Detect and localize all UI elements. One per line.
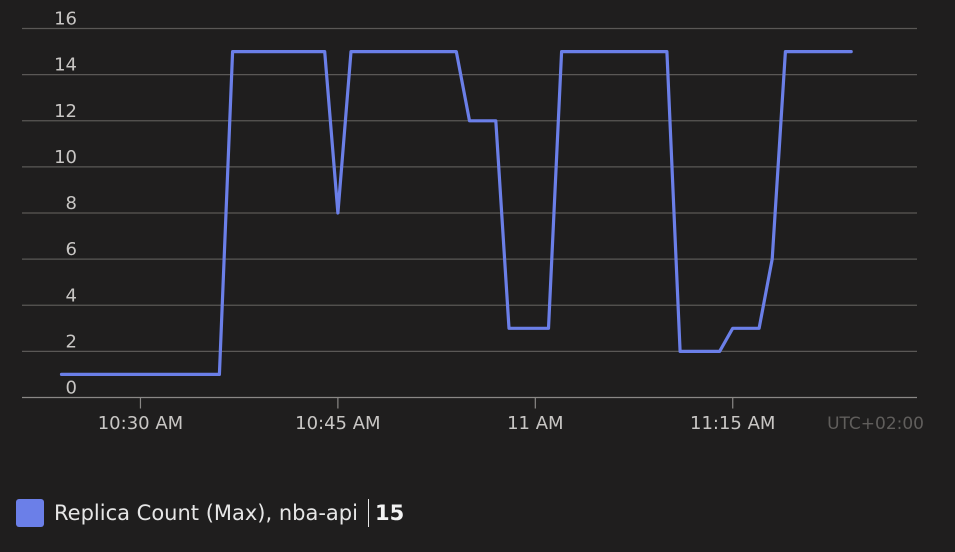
line-chart: 0 2 4 6 8 10 12 14 16 10:30 AM 10:45 AM 11 AM 11:15 … [22, 9, 924, 434]
legend-color-swatch [16, 499, 44, 527]
timezone-label: UTC+02:00 [827, 414, 924, 434]
x-tick-label: 11 AM [507, 413, 563, 434]
x-tick-label: 11:15 AM [690, 413, 775, 434]
y-tick-label: 12 [54, 101, 77, 122]
y-tick-label: 2 [66, 331, 77, 352]
y-tick-label: 4 [66, 285, 77, 306]
y-tick-label: 10 [54, 147, 77, 168]
legend-divider [367, 499, 369, 527]
x-tick-label: 10:45 AM [295, 413, 380, 434]
chart-legend[interactable]: Replica Count (Max), nba-api 15 [16, 498, 404, 528]
series-line-replica-count [59, 49, 853, 376]
legend-series-value: 15 [374, 501, 405, 525]
y-tick-label: 0 [66, 378, 77, 399]
y-tick-label: 8 [66, 193, 77, 214]
y-tick-label: 14 [54, 55, 77, 76]
y-tick-label: 6 [66, 239, 77, 260]
y-tick-label: 16 [54, 9, 77, 30]
legend-series-label: Replica Count (Max), nba-api [54, 501, 358, 525]
x-tick-label: 10:30 AM [98, 413, 183, 434]
